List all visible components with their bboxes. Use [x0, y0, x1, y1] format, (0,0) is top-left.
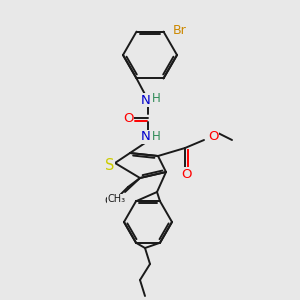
Text: O: O — [208, 130, 218, 143]
Text: S: S — [105, 158, 115, 173]
Text: H: H — [152, 130, 160, 142]
Text: H: H — [152, 92, 160, 106]
Text: CH₃: CH₃ — [104, 196, 124, 206]
Text: O: O — [181, 167, 191, 181]
Text: N: N — [141, 94, 151, 106]
Text: O: O — [123, 112, 133, 124]
Text: Br: Br — [172, 24, 186, 37]
Text: CH₃: CH₃ — [108, 194, 126, 204]
Text: N: N — [141, 130, 151, 143]
